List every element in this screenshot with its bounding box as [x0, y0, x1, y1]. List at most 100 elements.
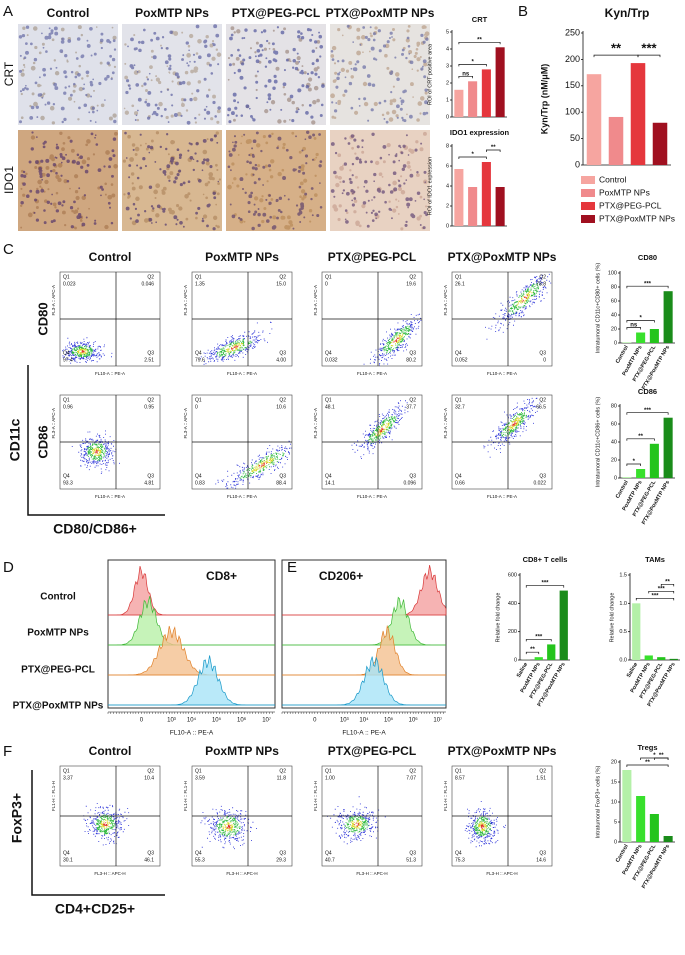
significance-label: ** — [491, 145, 496, 151]
y-tick-label: 250 — [565, 27, 580, 37]
histogram-frame — [107, 559, 276, 709]
chart-title: Kyn/Trp — [605, 6, 650, 20]
bar — [622, 477, 632, 478]
quadrant-value: 0.96 — [63, 404, 73, 410]
significance-bracket — [525, 651, 540, 655]
tissue-nuclei — [124, 131, 220, 231]
quadrant-value: 32.7 — [455, 404, 465, 410]
significance-bracket — [626, 438, 655, 441]
flow-x-axis-label: FL10-A :: PE-A — [357, 371, 387, 376]
quadrant-name: Q2 — [539, 768, 546, 774]
bar — [636, 796, 646, 842]
quadrant-name: Q2 — [279, 397, 286, 403]
row-label: PTX@PoxMTP NPs — [13, 701, 104, 712]
flow-events — [92, 447, 102, 456]
histogram — [108, 655, 275, 706]
legend-label: PTX@PoxMTP NPs — [599, 213, 675, 223]
significance-label: ** — [659, 753, 664, 759]
flow-events — [239, 452, 285, 479]
flow-events — [521, 295, 528, 303]
row-label: PTX@PEG-PCL — [21, 665, 95, 676]
y-tick-label: 100 — [565, 107, 580, 117]
quadrant-value: 0.95 — [144, 404, 154, 410]
flow-events — [103, 822, 108, 827]
column-header: PoxMTP NPs — [205, 744, 279, 758]
flow-events — [382, 325, 411, 354]
significance-label: * — [653, 753, 656, 759]
significance-label: * — [471, 152, 474, 158]
flow-y-axis-label: FL1-H :: FL1-H — [183, 781, 188, 811]
row-label: CRT — [2, 61, 16, 86]
quadrant-value: 19.6 — [406, 281, 416, 287]
bar — [649, 814, 659, 842]
axis-label: CD80/CD86+ — [53, 521, 137, 537]
quadrant-name: Q3 — [539, 850, 546, 856]
quadrant-name: Q1 — [63, 274, 70, 280]
quadrant-value: 3.37 — [63, 775, 73, 781]
flow-events — [71, 430, 120, 474]
quadrant-name: Q2 — [539, 397, 546, 403]
quadrant-value: 11.8 — [277, 775, 287, 781]
flow-events — [507, 416, 522, 431]
y-tick-label: 20 — [611, 457, 617, 463]
panel-label: E — [287, 559, 297, 576]
quadrant-value: 30.1 — [63, 857, 73, 863]
tissue-cells — [123, 30, 222, 124]
quadrant-value: 3.59 — [195, 775, 205, 781]
quadrant-name: Q2 — [279, 274, 286, 280]
quadrant-value: 0.096 — [403, 480, 416, 486]
flow-events — [94, 449, 99, 454]
y-tick-label: 2 — [446, 80, 449, 86]
significance-label: *** — [651, 593, 659, 599]
quadrant-name: Q3 — [409, 350, 416, 356]
y-tick-label: 400 — [508, 601, 517, 607]
quadrant-name: Q2 — [147, 768, 154, 774]
flow-events — [83, 803, 130, 846]
flow-x-axis-label: FL3-H :: APC-H — [226, 871, 257, 876]
bar — [586, 74, 602, 165]
significance-label: *** — [658, 586, 666, 592]
axis-label: CD4+CD25+ — [55, 901, 135, 917]
flow-events — [199, 321, 273, 365]
flow-events — [226, 824, 231, 829]
bar — [630, 63, 646, 165]
y-tick-label: 3 — [446, 63, 449, 69]
bar — [454, 169, 464, 226]
significance-bracket — [648, 590, 675, 594]
legend-label: Control — [599, 174, 627, 184]
row-label: IDO1 — [2, 166, 16, 194]
y-tick-label: 0 — [614, 839, 617, 845]
quadrant-name: Q1 — [63, 768, 70, 774]
bar — [495, 47, 505, 117]
flow-events — [351, 820, 363, 829]
histogram-x-axis-label: FL10-A :: PE-A — [342, 730, 386, 737]
quadrant-name: Q3 — [147, 350, 154, 356]
quadrant-name: Q4 — [325, 850, 332, 856]
chart-title: CD80 — [638, 253, 657, 262]
axis-label: CD11c — [7, 418, 23, 461]
quadrant-name: Q3 — [279, 350, 286, 356]
tissue-nuclei — [330, 24, 429, 124]
histogram-title: CD206+ — [319, 569, 363, 583]
column-header: PTX@PEG-PCL — [232, 6, 320, 20]
quadrant-name: Q1 — [325, 768, 332, 774]
axis-indicator — [27, 365, 165, 516]
histogram-tick-label: 10⁴ — [359, 717, 369, 724]
quadrant-value: 29.3 — [276, 857, 286, 863]
flow-events — [216, 338, 253, 357]
y-tick-label: 600 — [508, 572, 517, 578]
flow-y-axis-label: FL3-A :: APC-A — [183, 408, 188, 439]
bar — [644, 655, 653, 660]
significance-bracket — [626, 285, 669, 289]
histogram — [282, 656, 446, 706]
y-axis-label: Relative fold change — [495, 593, 501, 643]
histogram-frame — [281, 559, 447, 709]
axis-indicator — [31, 770, 165, 896]
row-label: CD86 — [35, 425, 50, 458]
quadrant-name: Q2 — [539, 274, 546, 280]
tissue-cells — [332, 131, 429, 231]
bar — [559, 590, 568, 660]
y-tick-label: 0 — [614, 475, 617, 481]
y-tick-label: 80 — [611, 284, 617, 290]
y-tick-label: 2 — [446, 203, 449, 209]
